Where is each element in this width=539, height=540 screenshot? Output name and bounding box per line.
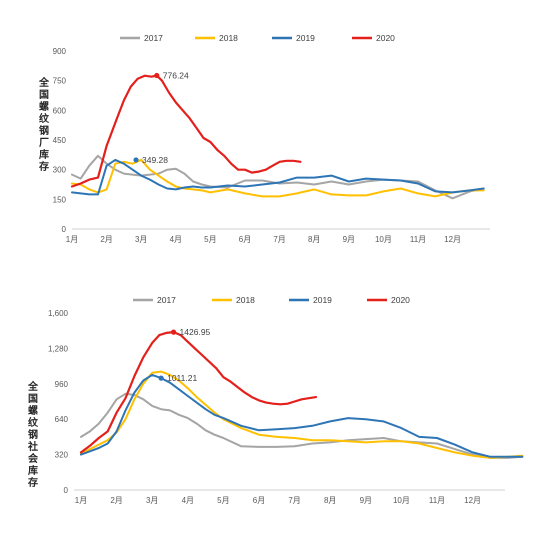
chart1-x-tick-label: 11月: [410, 235, 426, 244]
chart1-x-tick-label: 8月: [308, 235, 320, 244]
chart1-y-axis-label-char: 存: [39, 160, 49, 173]
chart1-y-axis-label-char: 钢: [39, 124, 49, 137]
chart2-annotation-marker-2020: [170, 329, 177, 335]
chart2-x-tick-label: 2月: [110, 496, 122, 505]
chart2-x-tick-label: 1月: [75, 496, 87, 505]
chart1-x-tick-label: 7月: [273, 235, 285, 244]
chart1-y-tick-label: 600: [53, 106, 67, 115]
chart2-x-tick-label: 9月: [360, 496, 372, 505]
chart1-y-axis-label-char: 全: [38, 76, 50, 89]
chart2-legend-label-2017: 2017: [157, 295, 176, 305]
chart1-x-tick-label: 2月: [100, 235, 112, 244]
chart2-y-tick-label: 320: [55, 451, 69, 460]
chart1-legend-label-2020: 2020: [376, 33, 395, 43]
chart2-y-axis-label-char: 全: [27, 380, 39, 393]
chart1-x-tick-label: 10月: [375, 235, 392, 244]
chart2-x-tick-label: 5月: [217, 496, 229, 505]
chart1-annotation-marker-2020: [154, 72, 160, 79]
chart1-x-tick-label: 6月: [239, 235, 251, 244]
chart2-y-axis-label-char: 国: [28, 393, 38, 405]
chart1-x-tick-label: 3月: [135, 235, 147, 244]
chart1-y-tick-label: 750: [53, 77, 67, 86]
chart2-x-tick-label: 6月: [253, 496, 265, 505]
chart2-y-tick-label: 1,600: [48, 309, 69, 318]
chart1-y-tick-label: 450: [53, 136, 67, 145]
chart2-series-line-2020: [79, 331, 318, 454]
chart2-y-tick-label: 0: [64, 486, 69, 495]
chart2-series-line-2018: [80, 370, 524, 459]
chart1-legend-label-2019: 2019: [296, 33, 315, 43]
chart2-x-tick-label: 8月: [324, 496, 336, 505]
chart2-annotation-label-2019: 1011.21: [167, 373, 197, 383]
chart2-x-tick-label: 7月: [288, 496, 300, 505]
chart2-annotation-label-2020: 1426.95: [180, 327, 211, 337]
chart2-legend-label-2019: 2019: [313, 295, 332, 305]
chart2-y-axis-label-char: 库: [28, 464, 38, 477]
chart2-y-axis-label-char: 存: [28, 476, 38, 489]
chart1-series-line-2019: [71, 158, 485, 196]
chart1-legend-label-2017: 2017: [144, 33, 163, 43]
chart1-y-tick-label: 150: [53, 195, 67, 204]
chart2-legend-label-2018: 2018: [236, 295, 255, 305]
chart2-y-axis-label-char: 钢: [28, 428, 38, 441]
chart1-y-axis-label-char: 国: [39, 89, 49, 101]
chart2-x-tick-label: 3月: [146, 496, 158, 505]
chart2-series-line-2017: [80, 392, 524, 459]
chart1-y-tick-label: 0: [62, 225, 67, 234]
chart1-x-tick-label: 1月: [66, 235, 78, 244]
chart1-x-tick-label: 9月: [343, 235, 355, 244]
chart2-annotation-marker-2019: [158, 375, 164, 381]
chart1-x-tick-label: 5月: [204, 235, 216, 244]
chart2-y-tick-label: 1,280: [48, 344, 69, 353]
chart1-annotation-marker-2019: [133, 157, 139, 163]
chart2-x-tick-label: 12月: [464, 496, 481, 505]
chart2-y-axis-label-char: 社: [27, 440, 38, 453]
chart1-x-tick-label: 4月: [170, 235, 182, 244]
chart2-y-axis-label-char: 纹: [28, 416, 39, 429]
chart2-series-line-2019: [80, 373, 524, 458]
chart1-series-line-2020: [70, 74, 302, 188]
chart1-y-axis-label-char: 库: [39, 148, 49, 161]
chart1-y-axis-label-char: 螺: [39, 100, 49, 113]
chart1-annotation-label-2020: 776.24: [163, 70, 189, 80]
chart2-x-tick-label: 11月: [429, 496, 445, 505]
chart2-x-tick-label: 10月: [393, 496, 410, 505]
chart2-y-tick-label: 960: [55, 380, 69, 389]
chart2-y-axis-label-char: 螺: [28, 404, 38, 417]
chart1-y-tick-label: 900: [53, 47, 67, 56]
chart2-y-axis-label-char: 会: [28, 452, 38, 465]
chart2-y-tick-label: 640: [55, 415, 69, 424]
chart1-legend-label-2018: 2018: [219, 33, 238, 43]
chart1-y-tick-label: 300: [53, 166, 67, 175]
chart1-x-tick-label: 12月: [444, 235, 461, 244]
chart2-legend-label-2020: 2020: [391, 295, 410, 305]
chart1-y-axis-label-char: 纹: [39, 112, 50, 125]
chart1-y-axis-label-char: 厂: [39, 137, 49, 149]
chart1-annotation-label-2019: 349.28: [142, 155, 168, 165]
chart1-series-line-2018: [71, 158, 485, 198]
chart2-x-tick-label: 4月: [182, 496, 194, 505]
